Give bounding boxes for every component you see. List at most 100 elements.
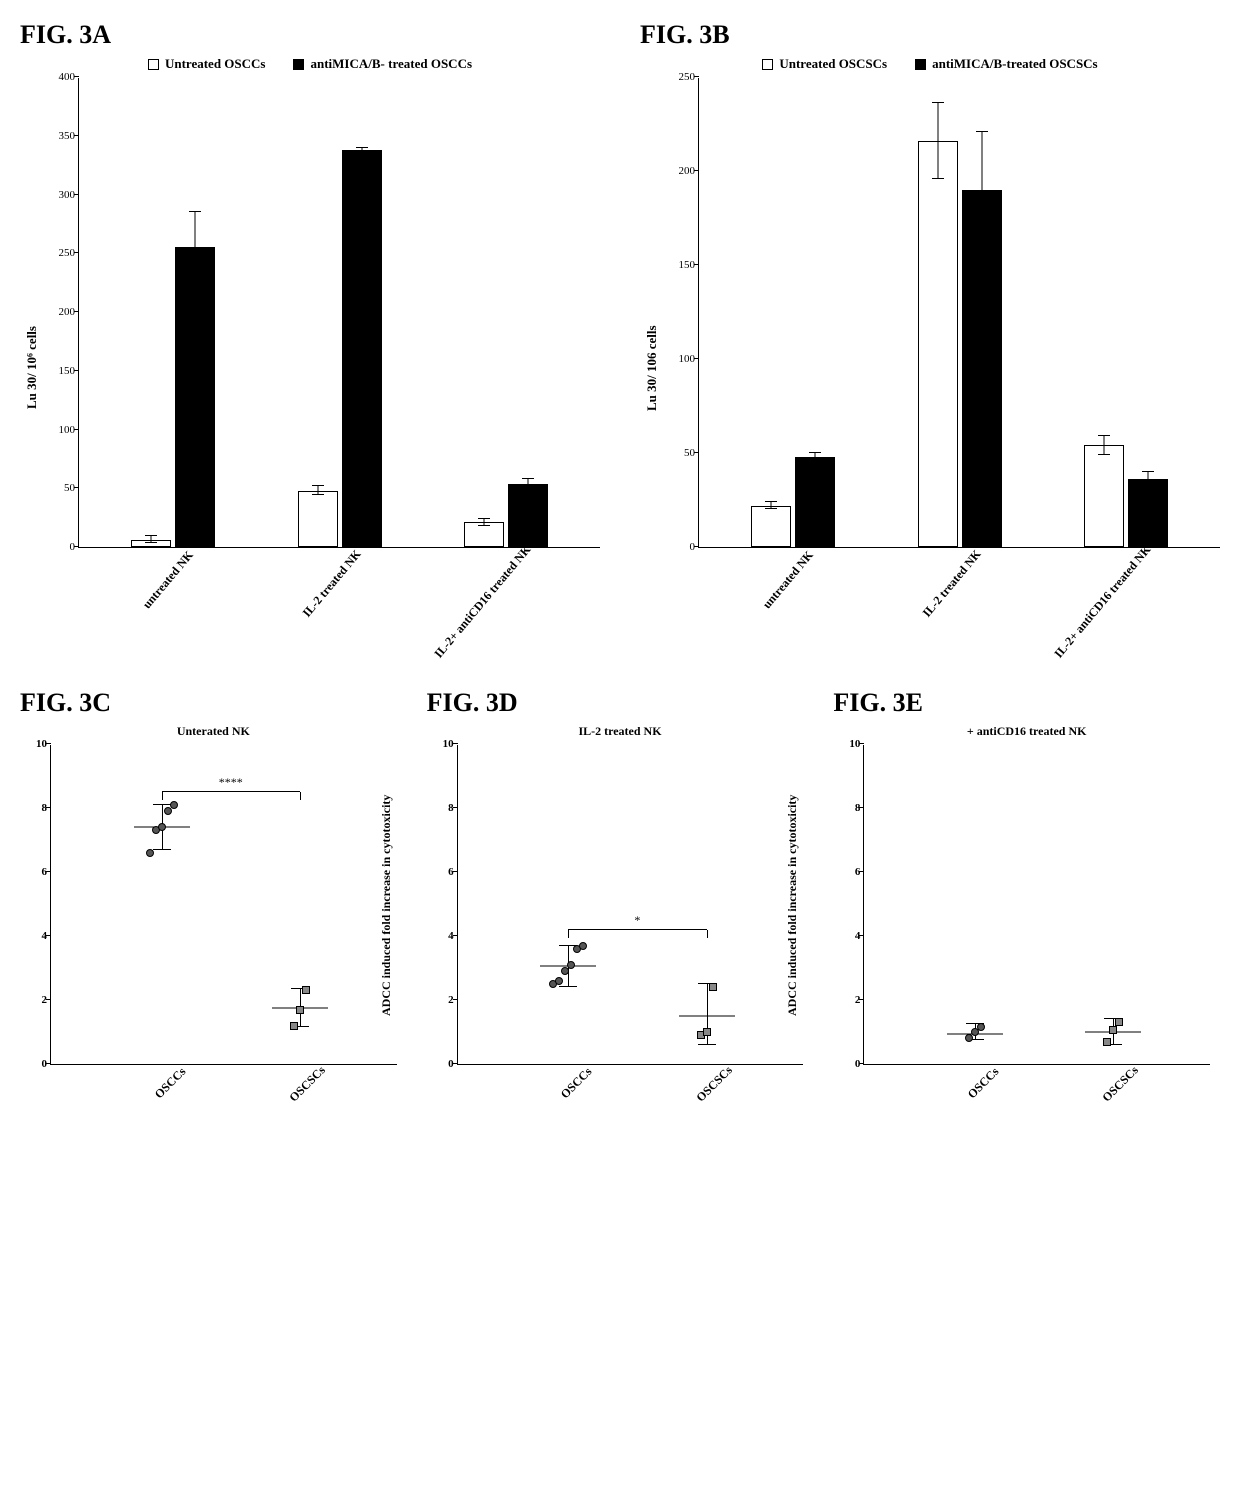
data-point [1103, 1038, 1111, 1046]
error-cap [1098, 454, 1110, 455]
data-point [965, 1034, 973, 1042]
error-cap [809, 460, 821, 461]
legend-item: antiMICA/B- treated OSCCs [293, 56, 472, 72]
error-cap [153, 804, 171, 805]
bar-group: IL-2 treated NK [915, 141, 1005, 547]
x-category-label: OSCSCs [1100, 1063, 1142, 1105]
bar-group: IL-2 treated NK [295, 150, 385, 547]
error-cap [976, 131, 988, 132]
error-cap [145, 542, 157, 543]
y-tick-mark [46, 935, 51, 936]
y-tick-mark [74, 429, 79, 430]
data-point [1109, 1026, 1117, 1034]
y-tick-label: 150 [41, 365, 75, 377]
error-cap [145, 535, 157, 536]
bar-open [464, 522, 504, 547]
data-point [170, 801, 178, 809]
y-tick-label: 8 [840, 802, 860, 814]
y-tick-mark [694, 76, 699, 77]
y-tick-label: 0 [27, 1058, 47, 1070]
y-tick-mark [694, 452, 699, 453]
error-cap [153, 849, 171, 850]
x-category-label: IL-2 treated NK [919, 547, 984, 620]
error-cap [522, 478, 534, 479]
y-tick-label: 250 [41, 247, 75, 259]
figure-3c-title: FIG. 3C [20, 688, 407, 718]
significance-bracket [568, 929, 706, 930]
y-tick-label: 10 [27, 738, 47, 750]
figure-3e-title: FIG. 3E [833, 688, 1220, 718]
legend-label: Untreated OSCCs [165, 56, 266, 72]
y-tick-mark [74, 252, 79, 253]
y-tick-mark [74, 311, 79, 312]
error-cap [809, 452, 821, 453]
error-cap [1142, 471, 1154, 472]
y-tick-label: 0 [840, 1058, 860, 1070]
data-point [158, 823, 166, 831]
y-tick-mark [453, 743, 458, 744]
error-bar [194, 212, 195, 283]
bar-solid [175, 247, 215, 547]
data-point [579, 942, 587, 950]
y-tick-mark [46, 743, 51, 744]
figure-3c: FIG. 3C Unterated NK ADCC induced fold i… [20, 688, 407, 1135]
y-tick-label: 6 [840, 866, 860, 878]
y-tick-mark [74, 76, 79, 77]
y-tick-label: 6 [27, 866, 47, 878]
bar-open [1084, 445, 1124, 547]
y-tick-label: 4 [434, 930, 454, 942]
bar-solid [1128, 479, 1168, 547]
data-point [709, 983, 717, 991]
significance-label: **** [219, 775, 243, 790]
legend-label: antiMICA/B- treated OSCCs [310, 56, 472, 72]
y-tick-mark [453, 999, 458, 1000]
y-tick-label: 400 [41, 71, 75, 83]
significance-bracket-end [707, 930, 708, 938]
y-tick-mark [46, 1063, 51, 1064]
bar-group: IL-2+ antiCD16 treated NK [1081, 445, 1171, 547]
bar-group: IL-2+ antiCD16 treated NK [461, 484, 551, 547]
error-cap [356, 151, 368, 152]
error-cap [356, 147, 368, 148]
significance-bracket-end [300, 792, 301, 800]
x-category-label: IL-2+ antiCD16 treated NK [432, 543, 535, 662]
figure-3d-subtitle: IL-2 treated NK [427, 724, 814, 739]
significance-bracket-end [568, 930, 569, 938]
data-point [977, 1023, 985, 1031]
figure-3e-chart: 0246810OSCCsOSCSCs [863, 745, 1210, 1065]
error-cap [189, 211, 201, 212]
y-tick-label: 200 [41, 306, 75, 318]
figure-3e: FIG. 3E + antiCD16 treated NK ADCC induc… [833, 688, 1220, 1135]
y-tick-label: 250 [661, 71, 695, 83]
y-tick-mark [74, 194, 79, 195]
error-cap [478, 525, 490, 526]
figure-3a-title: FIG. 3A [20, 20, 600, 50]
y-tick-label: 300 [41, 189, 75, 201]
y-tick-label: 10 [434, 738, 454, 750]
figure-3d-chart: 0246810OSCCsOSCSCs* [457, 745, 804, 1065]
y-tick-mark [859, 935, 864, 936]
figure-3b-legend: Untreated OSCSCsantiMICA/B-treated OSCSC… [640, 56, 1220, 72]
y-tick-mark [859, 743, 864, 744]
data-point [290, 1022, 298, 1030]
y-tick-label: 6 [434, 866, 454, 878]
error-bar [981, 132, 982, 249]
y-tick-mark [453, 1063, 458, 1064]
y-tick-mark [694, 170, 699, 171]
data-point [164, 807, 172, 815]
y-tick-mark [453, 935, 458, 936]
significance-label: * [634, 913, 640, 928]
y-tick-label: 150 [661, 259, 695, 271]
legend-swatch [915, 59, 926, 70]
y-tick-mark [859, 807, 864, 808]
figure-3a-legend: Untreated OSCCs antiMICA/B- treated OSCCs [20, 56, 600, 72]
y-tick-label: 350 [41, 130, 75, 142]
y-tick-label: 50 [661, 447, 695, 459]
legend-swatch [148, 59, 159, 70]
error-cap [522, 487, 534, 488]
error-cap [698, 1044, 716, 1045]
significance-bracket-end [162, 792, 163, 800]
bar-open [298, 491, 338, 547]
bar-solid [795, 457, 835, 547]
y-tick-label: 100 [661, 353, 695, 365]
